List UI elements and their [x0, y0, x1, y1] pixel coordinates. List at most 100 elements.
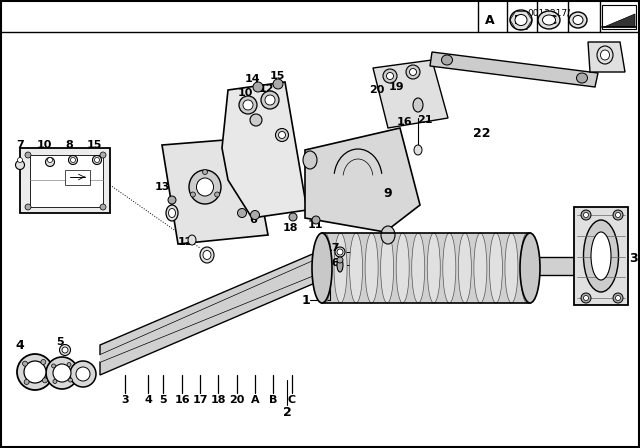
Text: 16: 16	[324, 258, 340, 268]
Text: 5: 5	[56, 337, 64, 347]
Text: 5: 5	[159, 395, 167, 405]
Ellipse shape	[584, 212, 589, 217]
Text: 20: 20	[369, 85, 385, 95]
Polygon shape	[602, 5, 636, 29]
Ellipse shape	[76, 367, 90, 381]
Ellipse shape	[196, 178, 214, 196]
Ellipse shape	[278, 132, 285, 138]
Ellipse shape	[289, 213, 297, 221]
Ellipse shape	[569, 12, 587, 28]
Ellipse shape	[22, 361, 28, 366]
Ellipse shape	[47, 158, 52, 163]
Text: 12: 12	[259, 84, 274, 94]
Text: 12: 12	[177, 237, 193, 247]
Ellipse shape	[442, 55, 452, 65]
Ellipse shape	[396, 233, 409, 303]
Ellipse shape	[239, 96, 257, 114]
Ellipse shape	[53, 379, 57, 383]
Ellipse shape	[381, 226, 395, 244]
Ellipse shape	[581, 293, 591, 303]
Text: B: B	[269, 395, 277, 405]
Text: 15: 15	[86, 140, 102, 150]
Ellipse shape	[70, 361, 96, 387]
Ellipse shape	[584, 296, 589, 301]
Ellipse shape	[42, 378, 47, 383]
Text: 17: 17	[324, 243, 340, 253]
Text: 18: 18	[211, 395, 226, 405]
Text: 3: 3	[121, 395, 129, 405]
Ellipse shape	[67, 362, 71, 366]
Polygon shape	[20, 148, 110, 213]
Ellipse shape	[202, 169, 207, 175]
Text: 11: 11	[307, 220, 323, 230]
Ellipse shape	[573, 16, 583, 25]
Text: 4: 4	[15, 339, 24, 352]
Text: 19: 19	[389, 82, 405, 92]
Text: 15: 15	[269, 71, 285, 81]
Ellipse shape	[381, 233, 394, 303]
Ellipse shape	[275, 129, 289, 142]
Ellipse shape	[189, 170, 221, 204]
Ellipse shape	[166, 205, 178, 221]
Ellipse shape	[190, 192, 195, 197]
Ellipse shape	[510, 10, 532, 30]
Ellipse shape	[237, 208, 246, 217]
Text: 0012317/: 0012317/	[527, 9, 571, 17]
Text: C: C	[288, 395, 296, 405]
Text: 1: 1	[301, 293, 310, 306]
Ellipse shape	[62, 347, 68, 353]
Polygon shape	[100, 250, 322, 355]
Text: 4: 4	[144, 395, 152, 405]
Ellipse shape	[600, 50, 609, 60]
Ellipse shape	[581, 210, 591, 220]
Polygon shape	[588, 42, 625, 72]
Ellipse shape	[70, 158, 76, 163]
Ellipse shape	[95, 158, 99, 163]
Polygon shape	[574, 207, 628, 305]
Ellipse shape	[538, 11, 560, 29]
Text: 7: 7	[16, 140, 24, 150]
Text: A: A	[485, 13, 495, 26]
Ellipse shape	[53, 364, 71, 382]
Ellipse shape	[413, 98, 423, 112]
Ellipse shape	[273, 79, 283, 89]
Ellipse shape	[93, 155, 102, 164]
Ellipse shape	[312, 216, 320, 224]
Text: 16: 16	[174, 395, 190, 405]
Text: 13: 13	[154, 182, 170, 192]
Ellipse shape	[41, 360, 46, 365]
Ellipse shape	[383, 69, 397, 83]
Ellipse shape	[591, 232, 611, 280]
Ellipse shape	[303, 151, 317, 169]
Polygon shape	[530, 257, 615, 275]
Text: 6: 6	[249, 215, 257, 225]
Ellipse shape	[319, 233, 332, 303]
Ellipse shape	[168, 208, 175, 217]
Ellipse shape	[365, 233, 378, 303]
Ellipse shape	[214, 192, 220, 197]
Text: A: A	[251, 395, 259, 405]
Ellipse shape	[253, 82, 263, 92]
Ellipse shape	[15, 160, 24, 169]
Polygon shape	[305, 128, 420, 232]
Text: 20: 20	[229, 395, 244, 405]
Ellipse shape	[505, 233, 518, 303]
Ellipse shape	[616, 296, 621, 301]
Polygon shape	[100, 257, 322, 362]
Text: B: B	[515, 13, 524, 26]
Ellipse shape	[25, 152, 31, 158]
Ellipse shape	[334, 233, 347, 303]
Polygon shape	[30, 155, 103, 207]
Ellipse shape	[406, 65, 420, 79]
Polygon shape	[100, 272, 322, 375]
Text: 2: 2	[283, 405, 291, 418]
Ellipse shape	[443, 233, 456, 303]
Text: 9: 9	[384, 186, 392, 199]
Text: 16: 16	[397, 117, 413, 127]
Ellipse shape	[188, 235, 196, 245]
Ellipse shape	[387, 73, 394, 79]
Ellipse shape	[24, 361, 46, 383]
Ellipse shape	[168, 196, 176, 204]
Ellipse shape	[261, 91, 279, 109]
Ellipse shape	[203, 250, 211, 259]
